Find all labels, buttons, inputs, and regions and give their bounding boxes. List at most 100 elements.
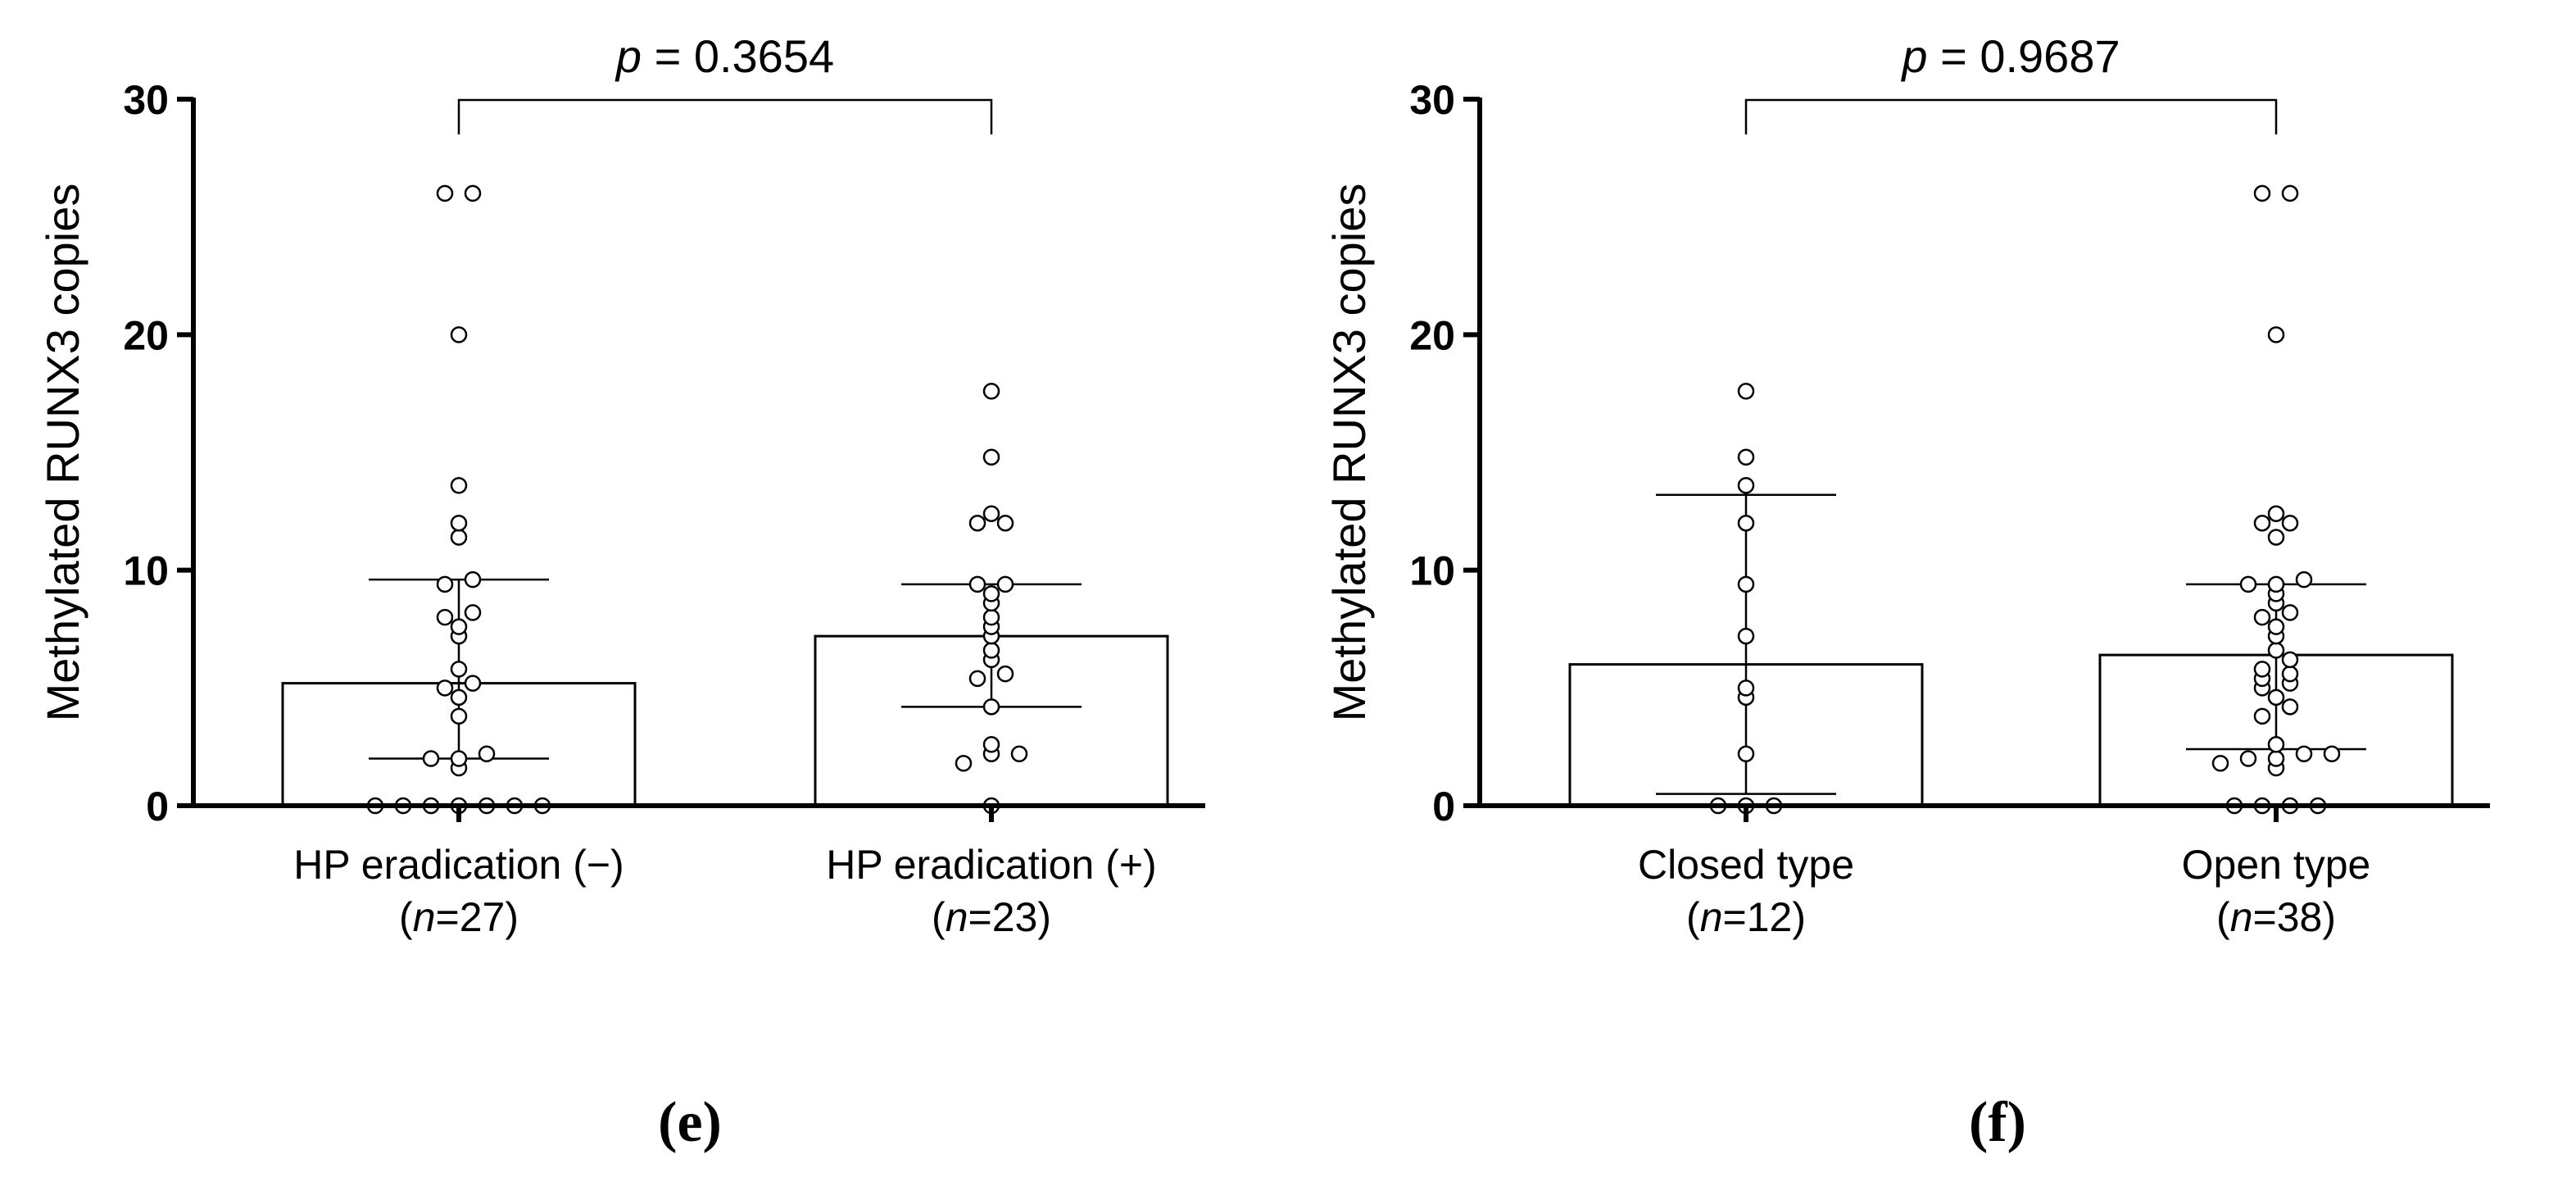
n-prefix: ( <box>1686 894 1700 940</box>
panel-f: Closed type(n=12)Open type(n=38)0102030M… <box>1323 30 2490 1154</box>
y-tick-label: 0 <box>146 784 169 829</box>
data-point <box>968 514 986 532</box>
y-axis-label: Methylated RUNX3 copies <box>1323 184 1375 722</box>
data-point <box>2267 642 2285 659</box>
category-n-label: (n=27) <box>399 894 519 940</box>
panel-label: (f) <box>1969 1091 2026 1154</box>
data-point <box>436 575 454 593</box>
data-point <box>982 383 1000 400</box>
data-point <box>996 575 1014 593</box>
n-italic: n <box>1700 894 1723 940</box>
data-point <box>2267 326 2285 343</box>
data-point <box>2253 707 2271 725</box>
category-label: HP eradication (−) <box>293 842 624 888</box>
p-value: = 0.3654 <box>642 30 834 82</box>
data-point <box>1737 448 1755 466</box>
n-italic: n <box>946 894 968 940</box>
data-point <box>450 326 468 343</box>
data-point <box>450 476 468 494</box>
data-point <box>464 604 482 621</box>
n-value: =12) <box>1723 894 1806 940</box>
data-point <box>422 750 440 767</box>
n-value: =27) <box>436 894 519 940</box>
data-point <box>982 608 1000 626</box>
n-prefix: ( <box>399 894 413 940</box>
n-prefix: ( <box>932 894 946 940</box>
data-point <box>2267 750 2285 767</box>
y-axis-label: Methylated RUNX3 copies <box>37 184 88 722</box>
data-point <box>1737 383 1755 400</box>
data-point <box>450 618 468 635</box>
data-point <box>1737 679 1755 697</box>
data-point <box>2281 184 2299 202</box>
data-point <box>982 736 1000 753</box>
n-italic: n <box>2230 894 2253 940</box>
data-point <box>2253 514 2271 532</box>
p-value: = 0.9687 <box>1928 30 2120 82</box>
data-point <box>968 575 986 593</box>
p-italic: p <box>1900 30 1927 82</box>
panel-e: HP eradication (−)(n=27)HP eradication (… <box>37 30 1205 1154</box>
data-point <box>982 642 1000 659</box>
data-point <box>2281 651 2299 669</box>
data-point <box>2281 514 2299 532</box>
y-tick-label: 10 <box>1409 548 1455 594</box>
p-value-label: p = 0.3654 <box>615 30 834 82</box>
data-point <box>436 679 454 697</box>
data-point <box>2267 736 2285 753</box>
data-point <box>982 448 1000 466</box>
data-point <box>1737 627 1755 645</box>
data-point <box>450 707 468 725</box>
data-point <box>1737 476 1755 494</box>
data-point <box>2267 688 2285 707</box>
data-point <box>1737 514 1755 532</box>
data-point <box>478 745 496 763</box>
y-tick-label: 10 <box>123 548 169 594</box>
n-prefix: ( <box>2216 894 2230 940</box>
data-point <box>450 750 468 767</box>
n-italic: n <box>413 894 436 940</box>
data-point <box>2267 529 2285 546</box>
significance-bracket <box>1744 98 2278 134</box>
category-n-label: (n=23) <box>932 894 1051 940</box>
p-italic: p <box>615 30 642 82</box>
data-point <box>2253 661 2271 678</box>
p-value-label: p = 0.9687 <box>1900 30 2120 82</box>
y-tick-label: 30 <box>123 77 169 123</box>
data-point <box>982 698 1000 716</box>
data-point <box>464 570 482 588</box>
data-point <box>450 514 468 532</box>
category-label: Open type <box>2182 842 2371 888</box>
category-label: HP eradication (+) <box>826 842 1156 888</box>
category-label: Closed type <box>1638 842 1854 888</box>
data-point <box>955 755 973 772</box>
data-point <box>2295 745 2313 763</box>
data-point <box>2267 505 2285 522</box>
y-tick-label: 0 <box>1432 784 1455 829</box>
data-point <box>1737 575 1755 593</box>
data-point <box>968 670 986 688</box>
y-tick-label: 30 <box>1409 77 1455 123</box>
significance-bracket <box>457 98 993 134</box>
data-point <box>996 665 1014 683</box>
data-point <box>2295 570 2313 588</box>
data-point <box>2267 618 2285 635</box>
y-tick-label: 20 <box>1409 312 1455 358</box>
data-point <box>464 675 482 692</box>
data-point <box>2211 755 2229 772</box>
category-n-label: (n=38) <box>2216 894 2336 940</box>
data-point <box>450 661 468 678</box>
data-point <box>2253 608 2271 626</box>
data-point <box>450 688 468 707</box>
data-point <box>2239 575 2257 593</box>
data-point <box>2267 575 2285 593</box>
data-point <box>2281 698 2299 716</box>
data-point <box>1010 745 1028 763</box>
data-point <box>2239 750 2257 767</box>
data-point <box>436 608 454 626</box>
data-point <box>982 505 1000 522</box>
data-point <box>2281 665 2299 683</box>
category-n-label: (n=12) <box>1686 894 1806 940</box>
data-point <box>2323 745 2341 763</box>
